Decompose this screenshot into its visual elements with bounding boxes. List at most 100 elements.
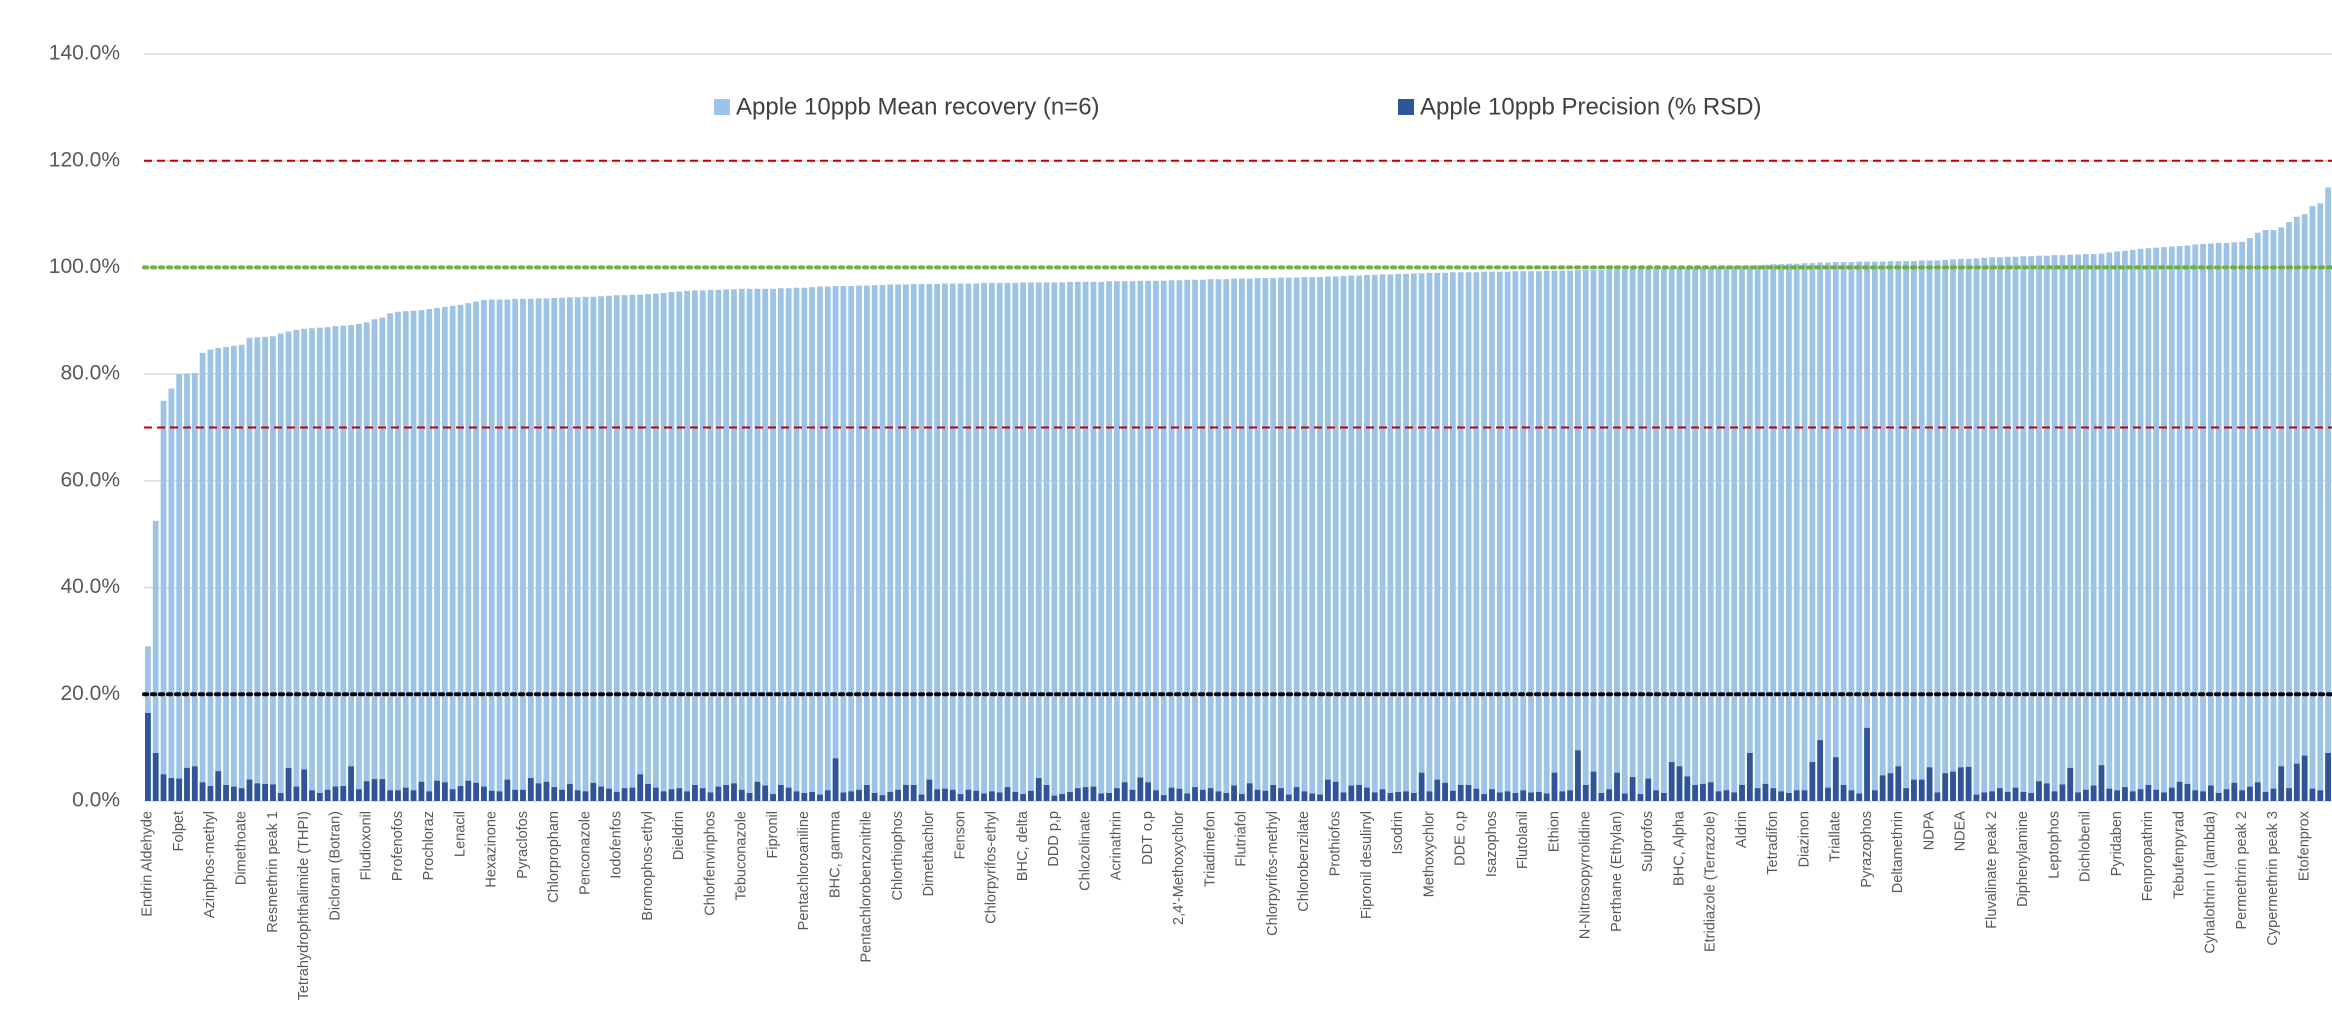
bar	[1442, 272, 1448, 801]
bar	[207, 349, 214, 801]
bar	[1700, 267, 1706, 801]
x-tick-label: Isodrin	[1390, 811, 1406, 855]
bar	[1371, 792, 1378, 801]
x-tick-label: Chlorpropham	[546, 811, 562, 903]
bar	[191, 766, 198, 801]
bar	[1168, 280, 1175, 802]
x-tick-label: Diazinon	[1796, 811, 1812, 867]
bar	[942, 788, 948, 801]
bar	[1395, 273, 1402, 801]
bar	[676, 291, 683, 801]
bar	[1856, 261, 1863, 801]
bar	[1317, 277, 1323, 802]
bar	[746, 288, 753, 801]
bar	[715, 786, 722, 801]
bar	[606, 788, 612, 801]
bar	[1825, 787, 1831, 801]
bar	[1270, 784, 1277, 801]
bar	[856, 789, 862, 801]
bar	[168, 388, 175, 801]
bar	[996, 282, 1003, 802]
bar	[809, 791, 816, 801]
bar	[2020, 256, 2027, 801]
bar	[2309, 206, 2316, 801]
bar	[262, 783, 269, 801]
bar	[1348, 275, 1355, 801]
x-tick-label: Pyraclofos	[515, 811, 531, 879]
bar	[1903, 788, 1910, 801]
bar	[692, 784, 698, 801]
bar	[871, 285, 878, 801]
bar	[2153, 789, 2160, 801]
bar	[465, 303, 472, 801]
bar	[496, 791, 503, 801]
bar	[1895, 261, 1902, 801]
bar	[1246, 783, 1253, 801]
bar	[660, 293, 667, 801]
bar	[348, 325, 354, 801]
bar	[668, 789, 675, 801]
bar	[1590, 270, 1597, 801]
bar	[324, 789, 331, 801]
x-tick-label: Iodofenfos	[609, 811, 625, 879]
bar	[1809, 263, 1816, 801]
bar	[2067, 767, 2074, 801]
bar	[1739, 265, 1745, 801]
bar	[777, 784, 784, 801]
legend-swatch	[1398, 99, 1414, 115]
x-tick-label: Etridiazole (Terrazole)	[1703, 811, 1719, 952]
bar	[309, 328, 315, 801]
bar	[1786, 263, 1792, 801]
bar	[559, 789, 565, 801]
bar	[1184, 793, 1191, 801]
x-tick-label: Profenofos	[390, 811, 406, 881]
bar	[1535, 791, 1542, 801]
bar	[1254, 278, 1261, 802]
bar	[254, 783, 261, 801]
bar	[527, 778, 534, 801]
bar	[1801, 263, 1808, 801]
bar	[1543, 270, 1550, 801]
bar	[1567, 270, 1573, 801]
bar	[848, 286, 855, 801]
bar	[1324, 276, 1331, 802]
bar	[1567, 790, 1573, 801]
bar	[535, 298, 542, 801]
bar	[793, 287, 800, 801]
bar	[1207, 279, 1214, 802]
bar	[1762, 264, 1769, 801]
bar	[1113, 788, 1120, 801]
bar	[270, 784, 276, 801]
bar	[199, 782, 206, 801]
bar	[207, 786, 214, 801]
bar	[1410, 792, 1417, 801]
bar	[2161, 247, 2167, 802]
bar	[598, 786, 605, 801]
bar	[215, 771, 222, 801]
bar	[1145, 280, 1152, 802]
bar	[965, 789, 972, 801]
x-tick-label: Fipronil desulinyl	[1359, 811, 1375, 919]
bar	[824, 790, 831, 801]
bar	[832, 286, 839, 801]
x-tick-label: Fipronil	[765, 811, 781, 859]
bar	[2043, 255, 2050, 801]
bar	[2090, 254, 2097, 801]
bar	[2051, 791, 2058, 801]
bar	[285, 331, 292, 801]
bar	[2176, 781, 2183, 801]
bar	[1731, 266, 1738, 801]
x-tick-label: Prothiofos	[1328, 811, 1344, 876]
bar	[879, 285, 886, 801]
bar	[910, 283, 917, 801]
bar	[629, 294, 636, 801]
bar	[309, 790, 315, 801]
bar	[637, 774, 644, 801]
x-tick-label: DDE o,p	[1453, 811, 1469, 866]
bar	[1731, 792, 1738, 801]
bar	[1145, 782, 1152, 801]
bar	[777, 288, 784, 801]
bar	[1629, 776, 1636, 801]
bar	[1215, 791, 1222, 801]
bar	[1067, 281, 1073, 802]
